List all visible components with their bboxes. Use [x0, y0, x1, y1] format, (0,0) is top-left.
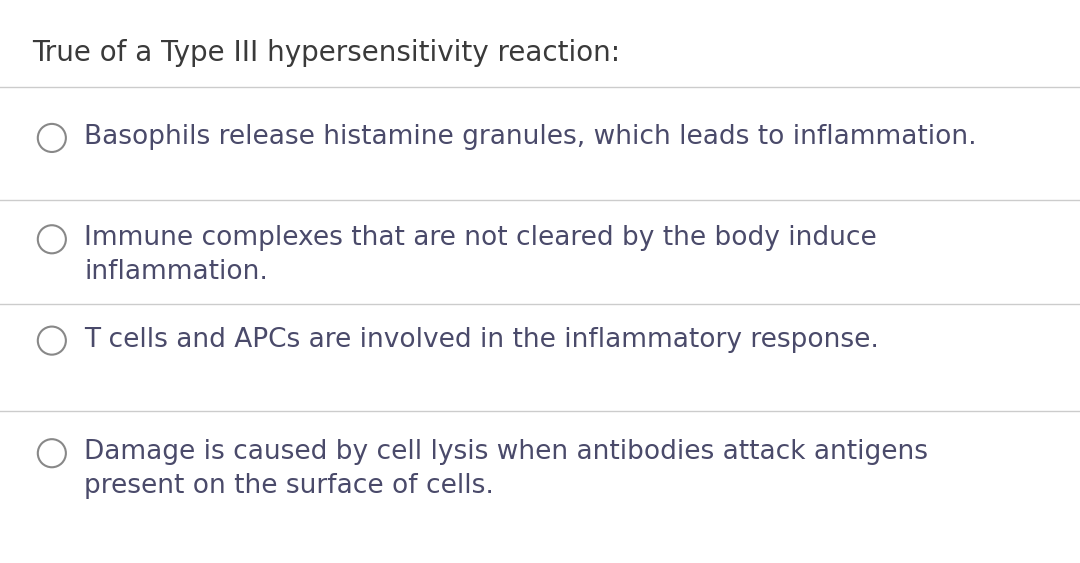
- Text: Damage is caused by cell lysis when antibodies attack antigens
present on the su: Damage is caused by cell lysis when anti…: [84, 439, 928, 499]
- Text: Basophils release histamine granules, which leads to inflammation.: Basophils release histamine granules, wh…: [84, 124, 977, 150]
- Text: Immune complexes that are not cleared by the body induce
inflammation.: Immune complexes that are not cleared by…: [84, 225, 877, 285]
- Text: T cells and APCs are involved in the inflammatory response.: T cells and APCs are involved in the inf…: [84, 327, 879, 352]
- Text: True of a Type III hypersensitivity reaction:: True of a Type III hypersensitivity reac…: [32, 39, 621, 68]
